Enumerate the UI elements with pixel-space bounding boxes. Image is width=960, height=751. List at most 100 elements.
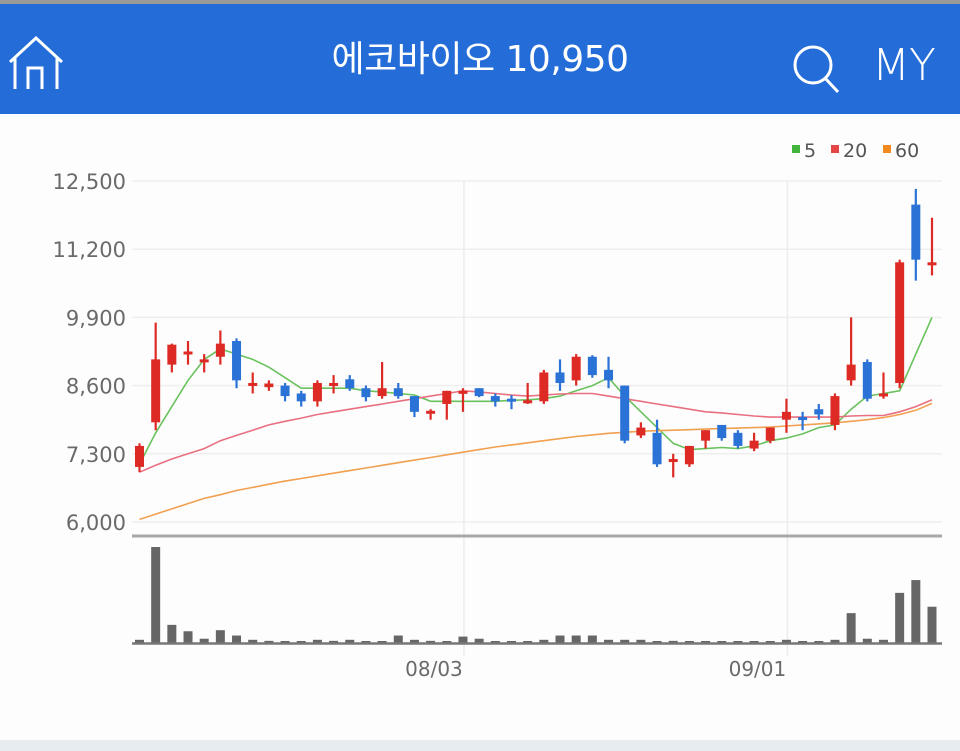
- candle[interactable]: [555, 359, 565, 391]
- candle[interactable]: [878, 372, 888, 399]
- candlestick-chart[interactable]: 5 20 60 12,500 11,200 9,900 8,600 7,300 6,000 08/…: [0, 114, 960, 740]
- legend-item-ma60: 60: [883, 140, 919, 162]
- volume-bar: [183, 631, 193, 643]
- candle[interactable]: [490, 393, 500, 407]
- candle[interactable]: [361, 385, 371, 402]
- candle[interactable]: [151, 322, 161, 431]
- volume-bar: [846, 613, 856, 643]
- volume-bar: [587, 635, 597, 643]
- volume-bar: [409, 639, 419, 643]
- app-header: 에코바이오 10,950 MY: [0, 4, 960, 114]
- volume-bar: [717, 641, 727, 643]
- my-button[interactable]: MY: [872, 40, 936, 91]
- volume-bar: [555, 635, 565, 643]
- volume-bar: [329, 640, 339, 643]
- candle[interactable]: [927, 217, 937, 276]
- candle[interactable]: [701, 430, 711, 449]
- candle[interactable]: [426, 409, 436, 420]
- volume-bar: [862, 638, 872, 643]
- volume-bar: [426, 640, 436, 643]
- candle[interactable]: [814, 403, 824, 420]
- candle[interactable]: [377, 361, 387, 399]
- candle[interactable]: [329, 375, 339, 394]
- candle[interactable]: [167, 343, 177, 373]
- volume-bar: [620, 639, 630, 643]
- candle[interactable]: [717, 424, 727, 441]
- candle[interactable]: [765, 427, 775, 444]
- volume-bar: [733, 641, 743, 643]
- volume-bar: [280, 641, 290, 643]
- volume-bar: [830, 639, 840, 643]
- candle[interactable]: [652, 419, 662, 467]
- volume-bar: [361, 641, 371, 643]
- candle[interactable]: [604, 356, 614, 389]
- candle[interactable]: [749, 432, 759, 452]
- candle[interactable]: [523, 382, 533, 404]
- volume-bar: [668, 640, 678, 643]
- volume-bar: [701, 641, 711, 643]
- candle[interactable]: [571, 354, 581, 386]
- volume-bar: [506, 641, 516, 643]
- volume-bar: [248, 639, 258, 643]
- volume-bar: [604, 639, 614, 643]
- volume-bar: [781, 639, 791, 643]
- bottom-divider: [0, 740, 960, 751]
- volume-bar: [393, 635, 403, 643]
- candle[interactable]: [862, 359, 872, 402]
- volume-bar: [895, 592, 905, 643]
- candle[interactable]: [474, 388, 484, 398]
- candle[interactable]: [506, 395, 516, 410]
- volume-bar: [167, 624, 177, 643]
- candle[interactable]: [911, 188, 921, 281]
- volume-bar: [345, 639, 355, 643]
- candle[interactable]: [442, 390, 452, 420]
- home-icon: [8, 35, 64, 89]
- candle[interactable]: [345, 375, 355, 391]
- candle[interactable]: [830, 393, 840, 431]
- candle[interactable]: [539, 369, 549, 404]
- volume-bar: [474, 638, 484, 643]
- search-button[interactable]: [792, 44, 842, 94]
- candle[interactable]: [248, 372, 258, 394]
- candle[interactable]: [636, 422, 646, 439]
- candle[interactable]: [312, 380, 322, 407]
- candle[interactable]: [199, 354, 209, 373]
- candle[interactable]: [232, 338, 242, 389]
- volume-bar: [264, 640, 274, 643]
- candle[interactable]: [135, 443, 144, 473]
- svg-text:60: 60: [895, 140, 919, 162]
- candle[interactable]: [280, 382, 290, 402]
- candle[interactable]: [393, 382, 403, 399]
- candle[interactable]: [587, 355, 597, 378]
- ma5-line: [138, 317, 933, 465]
- candle[interactable]: [409, 396, 419, 418]
- volume-bar: [442, 641, 452, 643]
- candle[interactable]: [264, 380, 274, 391]
- candle[interactable]: [798, 411, 808, 431]
- y-tick-label: 6,000: [66, 511, 126, 535]
- stock-chart[interactable]: 5 20 60 12,500 11,200 9,900 8,600 7,300 6,000 08/…: [0, 114, 960, 740]
- volume-bar: [151, 547, 161, 643]
- candle[interactable]: [458, 388, 468, 412]
- volume-bar: [458, 636, 468, 643]
- volume-bar: [135, 639, 144, 643]
- candle[interactable]: [781, 398, 791, 433]
- candle[interactable]: [183, 341, 193, 365]
- moving-averages: [138, 317, 933, 521]
- page-title: 에코바이오 10,950: [331, 39, 629, 80]
- candle[interactable]: [668, 453, 678, 478]
- candle[interactable]: [895, 259, 905, 389]
- home-button[interactable]: [6, 34, 66, 90]
- candles: [135, 188, 937, 478]
- candle[interactable]: [620, 385, 630, 444]
- legend-item-ma5: 5: [792, 140, 816, 162]
- candle[interactable]: [215, 330, 225, 365]
- svg-text:5: 5: [804, 140, 816, 162]
- candle[interactable]: [684, 445, 694, 467]
- candle[interactable]: [846, 317, 856, 386]
- candle[interactable]: [296, 390, 306, 407]
- volume-bar: [539, 639, 549, 643]
- volume-bar: [232, 635, 242, 643]
- volume-bar: [927, 606, 937, 643]
- candle[interactable]: [733, 430, 743, 449]
